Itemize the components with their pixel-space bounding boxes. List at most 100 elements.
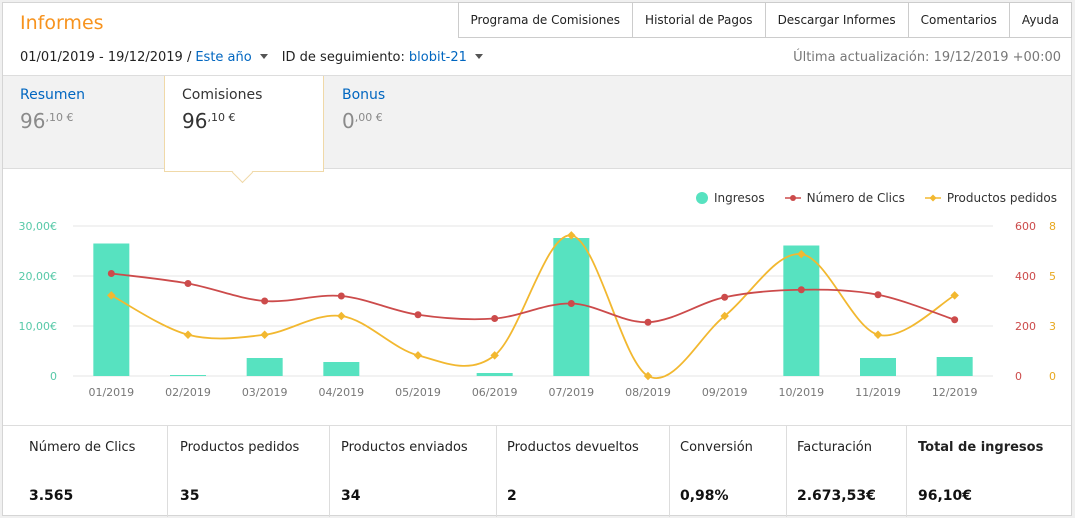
y-tick-right-orders: 3 xyxy=(1049,320,1056,333)
point-orders xyxy=(643,371,653,381)
amount-decimal: ,10 € xyxy=(45,111,74,124)
point-clicks xyxy=(414,311,422,319)
tracking-id-dropdown[interactable]: blobit-21 xyxy=(409,50,483,65)
amount-integer: 96 xyxy=(20,109,46,133)
bar xyxy=(246,358,283,376)
legend-label: Productos pedidos xyxy=(946,191,1057,205)
stat-billing: Facturación 2.673,53€ xyxy=(787,426,907,517)
stat-ordered: Productos pedidos 35 xyxy=(168,426,330,517)
revenue-chart: 0 0 0 10,00€ 200 3 20,00€ 400 5 30,00€ 600 8 01/2019… xyxy=(19,220,1057,399)
stat-label: Número de Clics xyxy=(29,440,136,455)
bar xyxy=(323,362,360,376)
y-tick-right-orders: 0 xyxy=(1049,370,1056,383)
period-dropdown[interactable]: Este año xyxy=(195,50,268,65)
stat-value: 2.673,53€ xyxy=(797,488,876,504)
point-clicks xyxy=(337,292,345,300)
legend-item-ingresos[interactable]: Ingresos xyxy=(695,191,765,205)
series-line-orders xyxy=(110,234,956,379)
point-clicks xyxy=(874,291,882,299)
x-tick-label: 09/2019 xyxy=(702,386,748,399)
stat-value: 0,98% xyxy=(680,488,729,504)
stat-value: 34 xyxy=(341,488,361,504)
x-tick-label: 07/2019 xyxy=(548,386,594,399)
stat-label: Total de ingresos xyxy=(918,440,1044,455)
point-clicks xyxy=(951,316,959,324)
y-tick-left: 20,00€ xyxy=(19,270,58,283)
stat-value: 3.565 xyxy=(29,488,74,504)
y-tick-left: 30,00€ xyxy=(19,220,58,233)
series-line-clicks xyxy=(111,272,955,324)
y-tick-right-clicks: 400 xyxy=(1015,270,1036,283)
chevron-down-icon xyxy=(259,54,268,59)
stat-conversion: Conversión 0,98% xyxy=(670,426,787,517)
summary-tabs: Resumen 96,10 € Comisiones 96,10 € Bonus… xyxy=(3,75,1071,172)
stat-label: Productos enviados xyxy=(341,440,468,455)
point-orders xyxy=(490,351,499,360)
nav-help[interactable]: Ayuda xyxy=(1008,3,1071,37)
page-title: Informes xyxy=(20,12,104,34)
point-orders xyxy=(183,330,193,339)
point-clicks xyxy=(721,293,729,301)
y-tick-right-clicks: 0 xyxy=(1015,370,1022,383)
x-tick-label: 01/2019 xyxy=(88,386,134,399)
last-update-text: Última actualización: 19/12/2019 +00:00 xyxy=(793,50,1061,65)
stat-total-revenue: Total de ingresos 96,10€ xyxy=(907,426,1071,517)
x-tick-label: 02/2019 xyxy=(165,386,211,399)
legend-item-orders[interactable]: Productos pedidos xyxy=(924,191,1057,205)
point-clicks xyxy=(567,300,575,307)
x-tick-label: 08/2019 xyxy=(625,386,671,399)
y-tick-left: 10,00€ xyxy=(19,320,58,333)
period-dropdown-label: Este año xyxy=(195,50,252,65)
stat-label: Productos devueltos xyxy=(507,440,639,455)
amount-decimal: ,00 € xyxy=(354,111,383,124)
nav-feedback[interactable]: Comentarios xyxy=(907,3,1009,37)
x-tick-label: 12/2019 xyxy=(932,386,978,399)
x-tick-label: 06/2019 xyxy=(472,386,518,399)
y-tick-right-clicks: 200 xyxy=(1015,320,1036,333)
y-tick-right-clicks: 600 xyxy=(1015,220,1036,233)
stats-bar: Número de Clics 3.565 Productos pedidos … xyxy=(3,425,1071,517)
legend-item-clicks[interactable]: Número de Clics xyxy=(784,191,905,205)
point-clicks xyxy=(107,270,115,277)
y-tick-right-orders: 8 xyxy=(1049,220,1056,233)
filter-bar: 01/01/2019 - 19/12/2019 / Este año ID de… xyxy=(20,50,483,65)
tracking-id-label: ID de seguimiento: xyxy=(281,50,405,65)
point-clicks xyxy=(261,297,269,305)
tab-summary-amount: 96,10 € xyxy=(20,109,146,133)
nav-download-reports[interactable]: Descargar Informes xyxy=(764,3,908,37)
tab-commissions[interactable]: Comisiones 96,10 € xyxy=(164,76,324,172)
bar xyxy=(783,245,820,376)
tab-summary[interactable]: Resumen 96,10 € xyxy=(3,76,163,170)
tab-bonus-amount: 0,00 € xyxy=(342,109,468,133)
point-orders xyxy=(260,330,269,339)
stat-label: Facturación xyxy=(797,440,872,455)
stat-clicks: Número de Clics 3.565 xyxy=(3,426,168,517)
x-tick-label: 04/2019 xyxy=(318,386,364,399)
x-tick-label: 10/2019 xyxy=(778,386,824,399)
stat-label: Conversión xyxy=(680,440,753,455)
tab-commissions-label: Comisiones xyxy=(182,87,263,103)
top-nav: Programa de Comisiones Historial de Pago… xyxy=(457,2,1072,38)
y-tick-right-orders: 5 xyxy=(1049,270,1056,283)
line-marker-icon xyxy=(784,195,801,201)
stat-value: 35 xyxy=(180,488,200,504)
point-orders xyxy=(413,351,423,360)
stat-value: 2 xyxy=(507,488,517,504)
bar xyxy=(93,243,130,376)
point-orders xyxy=(107,291,116,300)
nav-commission-program[interactable]: Programa de Comisiones xyxy=(470,13,621,27)
tab-bonus[interactable]: Bonus 0,00 € xyxy=(325,76,485,170)
point-orders xyxy=(950,291,959,300)
bar xyxy=(860,358,896,376)
amount-decimal: ,10 € xyxy=(207,111,236,124)
nav-payment-history[interactable]: Historial de Pagos xyxy=(632,3,765,37)
tab-summary-label: Resumen xyxy=(20,87,86,103)
x-tick-label: 05/2019 xyxy=(395,386,441,399)
chart-area: Ingresos Número de Clics Productos pedid… xyxy=(3,170,1071,424)
chevron-down-icon xyxy=(474,54,483,59)
stat-returned: Productos devueltos 2 xyxy=(497,426,670,517)
circle-icon xyxy=(695,192,708,204)
amount-integer: 0 xyxy=(342,109,355,133)
date-range-text: 01/01/2019 - 19/12/2019 / xyxy=(20,50,192,65)
